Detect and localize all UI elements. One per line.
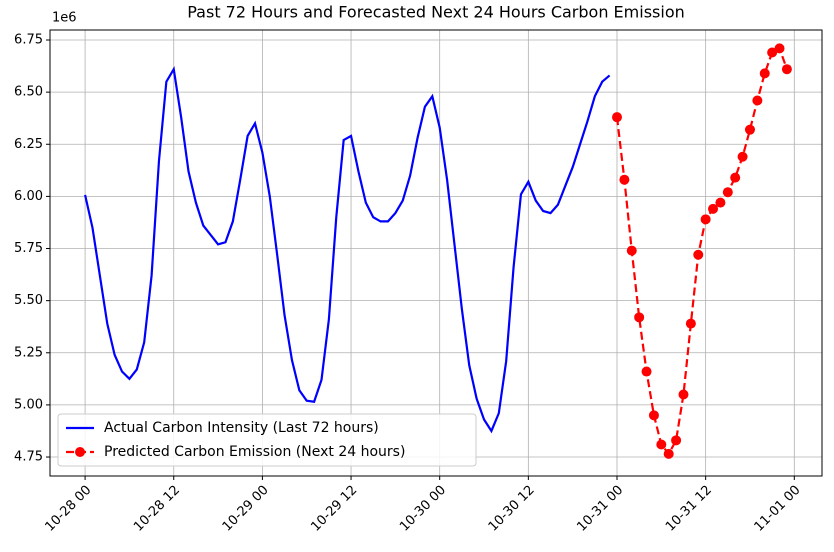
data-point [611,112,622,123]
data-point [693,249,704,260]
data-point [781,64,792,75]
x-tick-label: 10-29 00 [220,483,272,535]
data-point [641,366,652,377]
data-point [626,245,637,256]
y-tick-label: 6.00 [14,189,43,204]
data-point [774,43,785,54]
chart-title: Past 72 Hours and Forecasted Next 24 Hou… [187,3,685,22]
data-point [708,203,719,214]
axis-offset-label: 1e6 [52,11,77,26]
x-tick-label: 11-01 00 [752,483,804,535]
data-point [634,312,645,323]
data-point [722,187,733,198]
data-point [700,214,711,225]
y-tick-label: 4.75 [14,450,43,465]
x-tick-label: 10-30 12 [486,483,538,535]
legend-box [57,413,477,467]
data-point [730,172,741,183]
data-point [759,68,770,79]
x-tick-label: 10-31 00 [574,483,626,535]
data-point [767,47,778,58]
series-line [615,46,788,456]
x-tick-label: 10-30 00 [397,483,449,535]
legend-label: Predicted Carbon Emission (Next 24 hours… [104,444,405,460]
legend-label: Actual Carbon Intensity (Last 72 hours) [104,420,379,436]
y-tick-label: 5.00 [14,397,43,412]
x-tick-label: 10-28 12 [131,483,183,535]
x-tick-label: 10-28 00 [42,483,94,535]
y-tick-label: 5.50 [14,293,43,308]
data-point [671,435,682,446]
data-point [648,410,659,421]
y-tick-label: 6.75 [14,33,43,48]
legend-marker [75,447,85,457]
data-point [737,151,748,162]
y-tick-label: 6.25 [14,137,43,152]
y-tick-label: 5.25 [14,345,43,360]
plot-frame [49,29,823,477]
x-tick-label: 10-29 12 [308,483,360,535]
y-tick-label: 6.50 [14,85,43,100]
data-point [619,174,630,185]
data-point [715,197,726,208]
data-point [685,318,696,329]
y-tick-label: 5.75 [14,241,43,256]
data-point [663,448,674,459]
data-point [752,95,763,106]
data-point [744,124,755,135]
data-point [678,389,689,400]
x-tick-label: 10-31 12 [663,483,715,535]
data-point [656,439,667,450]
series-line [84,65,611,434]
